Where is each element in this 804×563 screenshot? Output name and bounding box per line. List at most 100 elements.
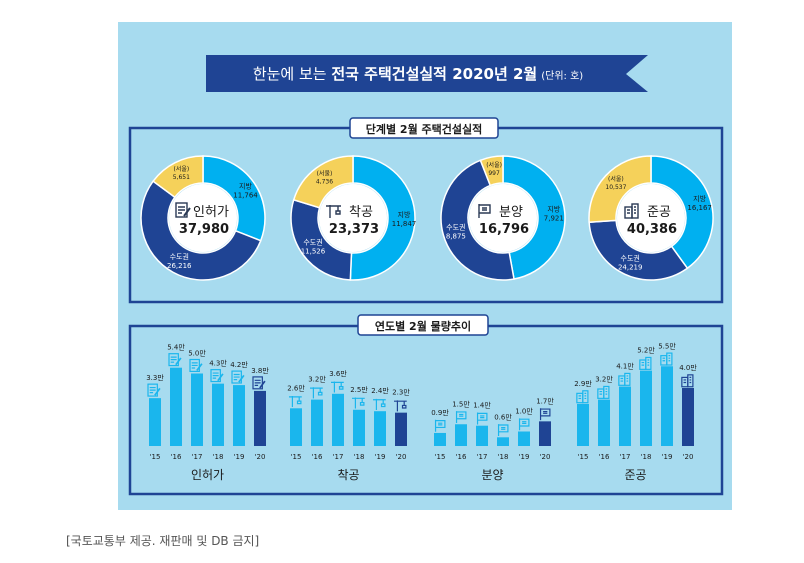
sale-sign-icon: [434, 419, 446, 432]
infographic-svg: 한눈에 보는 전국 주택건설실적 2020년 2월 (단위: 호) 단계별 2월 …: [128, 55, 724, 496]
x-tick-label: '16: [312, 453, 323, 461]
donut-label-capital: 수도권: [621, 254, 640, 262]
crane-icon: [326, 205, 341, 218]
building-icon-part: [645, 356, 652, 370]
bar-value-label: 4.1만: [616, 362, 634, 371]
x-tick-label: '19: [375, 453, 386, 461]
bar-value-label: 1.7만: [536, 396, 554, 405]
x-tick-label: '15: [150, 453, 161, 461]
sale-sign-icon-part: [434, 419, 446, 432]
donut-label-local: 지방: [547, 205, 560, 214]
bar-value-label: 2.9만: [574, 379, 592, 388]
permit-document-icon-part: [196, 363, 203, 372]
bar-value-label: 5.0만: [188, 349, 206, 358]
crane-icon-part: [394, 400, 407, 412]
sale-sign-icon-part: [539, 408, 551, 421]
x-tick-label: '16: [171, 453, 182, 461]
permit-document-icon: [231, 370, 245, 384]
crane-icon: [352, 397, 365, 409]
bar: [682, 388, 694, 446]
bar-value-label: 3.3만: [146, 373, 164, 382]
donut-value-local: 11,764: [233, 191, 258, 199]
building-icon-part: [687, 374, 694, 388]
permit-document-icon: [175, 202, 191, 218]
section-title-box: [357, 314, 489, 336]
bar-group-title: 착공: [337, 468, 359, 482]
sale-sign-icon: [497, 424, 509, 437]
bar: [539, 421, 551, 446]
x-tick-label: '15: [291, 453, 302, 461]
bar: [254, 390, 266, 446]
crane-icon: [310, 387, 323, 399]
donut-slice-local: [502, 155, 566, 280]
donut-slice-seoul: [588, 155, 652, 224]
crane-icon-part: [352, 397, 365, 409]
crane-icon: [373, 398, 386, 410]
bar: [577, 403, 589, 446]
bar: [191, 373, 203, 446]
donut-slice-seoul: [292, 155, 354, 209]
bar: [353, 409, 365, 446]
donut-value-capital: 24,219: [618, 263, 643, 271]
bar-value-label: 3.6만: [329, 369, 347, 378]
donut-total: 37,980: [179, 222, 229, 237]
donut-label-local: 지방: [398, 210, 411, 219]
bar-group-title: 준공: [624, 468, 646, 482]
bar: [149, 398, 161, 446]
building-icon-part: [641, 359, 650, 366]
bar-value-label: 1.5만: [452, 399, 470, 408]
permit-document-icon-part: [231, 370, 242, 384]
crane-icon-part: [289, 395, 302, 408]
bar: [311, 399, 323, 446]
bar: [434, 432, 446, 446]
bar: [332, 393, 344, 446]
donut-center: [469, 184, 537, 252]
x-tick-label: '17: [333, 453, 344, 461]
donut-slice-capital: [140, 180, 262, 281]
bar-value-label: 5.5만: [658, 341, 676, 350]
donut-value-seoul: 4,736: [316, 178, 333, 185]
title-ribbon: [206, 55, 648, 92]
building-icon-part: [582, 390, 589, 404]
donut-total: 40,386: [627, 222, 677, 237]
donut-label-capital: 수도권: [446, 223, 465, 231]
bar-value-label: 0.6만: [494, 412, 512, 421]
permit-document-icon-part: [191, 362, 198, 369]
building-icon-part: [599, 388, 608, 395]
bar: [395, 412, 407, 446]
donut-label-seoul: (서울): [608, 175, 624, 183]
bar-value-label: 1.0만: [515, 407, 533, 416]
bar-value-label: 3.8만: [251, 366, 269, 375]
donut-title: 착공: [349, 205, 373, 220]
crane-icon: [331, 381, 344, 393]
bar-value-label: 4.0만: [679, 363, 697, 372]
bar-value-label: 3.2만: [595, 375, 613, 384]
bar-value-label: 1.4만: [473, 401, 491, 410]
donut-slice-local: [349, 155, 416, 281]
bar-value-label: 0.9만: [431, 408, 449, 417]
bar: [212, 383, 224, 446]
donut-value-seoul: 10,537: [605, 184, 626, 191]
donut-slice-local: [202, 155, 266, 242]
x-tick-label: '20: [683, 453, 694, 461]
permit-document-icon-part: [210, 369, 221, 383]
sale-sign-icon: [478, 204, 491, 218]
bar: [619, 386, 631, 446]
permit-document-icon-part: [233, 373, 240, 381]
donut-value-local: 7,921: [544, 215, 564, 223]
building-icon: [576, 390, 589, 404]
crane-icon: [289, 395, 302, 408]
donut-value-seoul: 5,651: [173, 174, 190, 181]
infographic: 한눈에 보는 전국 주택건설실적 2020년 2월 (단위: 호) 단계별 2월 …: [118, 22, 732, 510]
donut-title: 분양: [499, 205, 523, 220]
bar-value-label: 2.5만: [350, 385, 368, 394]
permit-document-icon-part: [147, 383, 158, 397]
x-tick-label: '20: [540, 453, 551, 461]
building-icon-part: [631, 203, 639, 219]
bar-value-label: 5.4만: [167, 343, 185, 352]
crane-icon-part: [310, 387, 323, 399]
x-tick-label: '20: [255, 453, 266, 461]
crane-icon-part: [326, 205, 341, 218]
bar: [455, 424, 467, 446]
